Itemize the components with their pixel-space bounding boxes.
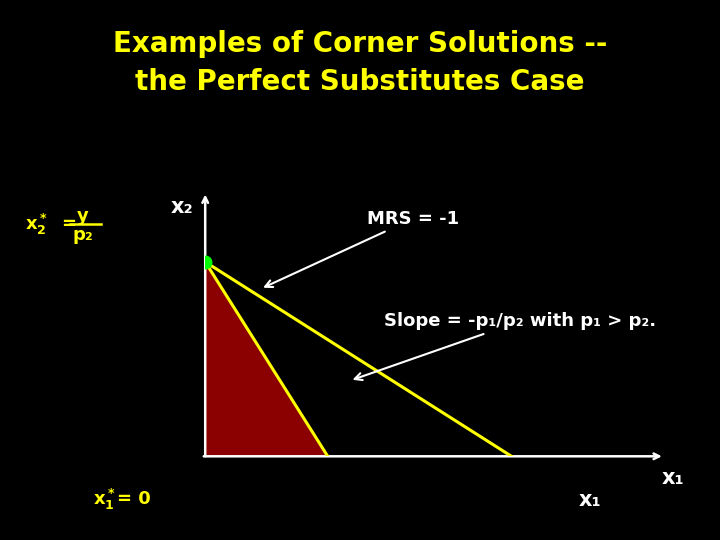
Text: x₁: x₁ [579, 489, 602, 510]
Polygon shape [205, 262, 328, 456]
Text: MRS = -1: MRS = -1 [265, 210, 459, 287]
Text: y: y [77, 207, 89, 225]
Text: = 0: = 0 [117, 490, 151, 509]
Text: $\mathbf{x_1^*}$: $\mathbf{x_1^*}$ [93, 487, 115, 512]
Text: $\mathbf{x_2^*}$: $\mathbf{x_2^*}$ [25, 212, 48, 237]
Text: Examples of Corner Solutions --: Examples of Corner Solutions -- [113, 30, 607, 58]
Text: x₂: x₂ [171, 197, 193, 217]
Text: Slope = -p₁/p₂ with p₁ > p₂.: Slope = -p₁/p₂ with p₁ > p₂. [355, 312, 656, 380]
Text: the Perfect Substitutes Case: the Perfect Substitutes Case [135, 68, 585, 96]
Text: x₁: x₁ [662, 468, 685, 489]
Text: p₂: p₂ [73, 226, 93, 244]
Text: =: = [61, 215, 76, 233]
